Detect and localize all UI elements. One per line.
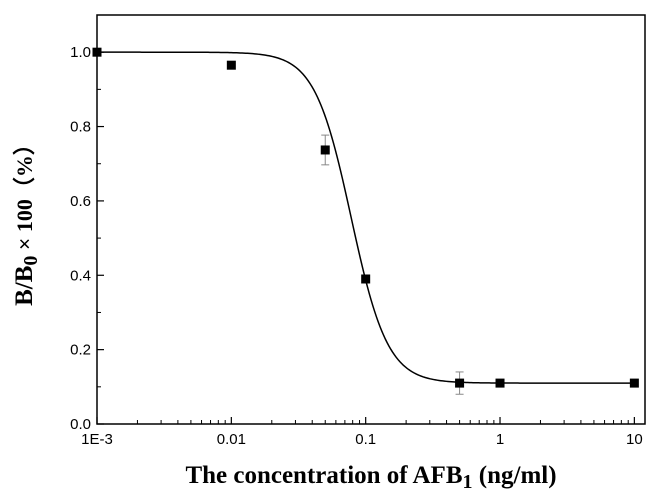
y-axis-title-tail: × 100（%） — [12, 133, 37, 256]
y-axis-title-subscript: 0 — [20, 256, 42, 266]
y-tick-label: 0.4 — [70, 267, 91, 284]
fit-curve — [97, 51, 635, 384]
x-tick-label: 1 — [496, 431, 504, 448]
plot-frame — [96, 14, 646, 425]
x-axis: 1E-3 0.01 0.1 1 10 — [81, 417, 643, 448]
x-axis-title-subscript: 1 — [463, 471, 473, 491]
x-tick-label: 0.01 — [217, 431, 246, 448]
x-axis-title-main: The concentration of AFB — [185, 462, 462, 489]
y-axis-title: B/B0 × 100（%） — [11, 133, 42, 306]
data-point — [361, 274, 371, 284]
data-point — [320, 145, 330, 155]
plot-layer — [92, 47, 639, 395]
y-tick-label: 0.8 — [70, 119, 91, 136]
data-point — [629, 378, 639, 388]
x-axis-title-tail: (ng/ml) — [473, 462, 557, 489]
y-tick-label: 1.0 — [70, 44, 91, 61]
x-tick-label: 1E-3 — [81, 431, 113, 448]
y-axis: 0.0 0.2 0.4 0.6 0.8 1.0 — [70, 44, 104, 433]
data-point — [455, 378, 465, 388]
y-axis-title-main: B/B — [11, 266, 38, 306]
y-tick-label: 0.0 — [70, 416, 91, 433]
data-point — [495, 378, 505, 388]
y-tick-label: 0.2 — [70, 342, 91, 359]
x-tick-label: 0.1 — [355, 431, 376, 448]
y-tick-label: 0.6 — [70, 193, 91, 210]
x-tick-label: 10 — [626, 431, 643, 448]
data-point — [226, 60, 236, 70]
x-axis-title: The concentration of AFB1 (ng/ml) — [185, 462, 556, 491]
